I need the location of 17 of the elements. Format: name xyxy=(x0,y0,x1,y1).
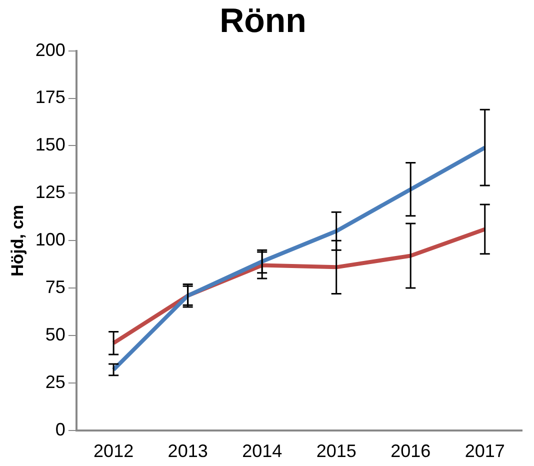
chart-title: Rönn xyxy=(220,2,306,40)
x-tick-label: 2012 xyxy=(94,441,134,462)
y-tick-label: 25 xyxy=(45,372,66,392)
y-tick-label: 200 xyxy=(35,40,66,60)
y-axis-title: Höjd, cm xyxy=(8,204,27,276)
x-tick-label: 2014 xyxy=(242,441,282,462)
x-tick-label: 2015 xyxy=(316,441,356,462)
x-tick-label: 2016 xyxy=(390,441,431,462)
y-tick-label: 75 xyxy=(45,277,66,298)
y-tick-label: 100 xyxy=(35,230,66,250)
x-tick-label: 2013 xyxy=(168,441,208,462)
y-tick-label: 150 xyxy=(35,134,66,155)
y-tick-label: 50 xyxy=(45,324,66,344)
y-tick-label: 0 xyxy=(55,419,66,440)
y-tick-label: 125 xyxy=(35,182,66,202)
x-tick-label: 2017 xyxy=(464,441,505,462)
y-tick-label: 175 xyxy=(35,87,66,108)
